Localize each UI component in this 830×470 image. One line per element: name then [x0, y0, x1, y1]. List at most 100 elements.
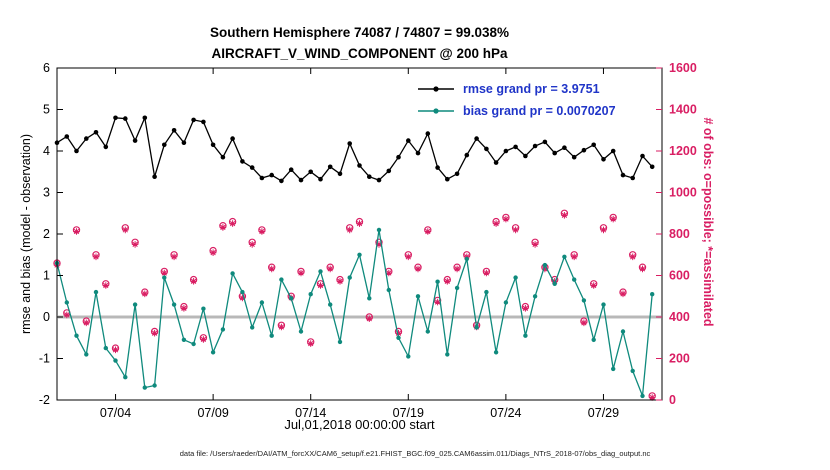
rmse-marker [64, 134, 70, 139]
rmse-line [56, 115, 653, 182]
bias-marker [396, 335, 401, 340]
rmse-marker [337, 171, 343, 177]
y-right-tick-label: 1600 [669, 61, 697, 75]
y-axis-label-left: rmse and bias (model - observation) [19, 133, 33, 335]
rmse-marker [454, 171, 460, 177]
bias-marker [552, 281, 557, 286]
assimilated-obs-marker [444, 278, 451, 285]
assimilated-obs-marker [512, 226, 519, 234]
rmse-marker [640, 153, 645, 159]
assimilated-obs-marker [63, 311, 71, 319]
rmse-marker [298, 177, 304, 183]
bias-marker [630, 368, 635, 374]
assimilated-obs-marker [307, 340, 314, 347]
bias-marker [347, 275, 352, 280]
assimilated-obs-marker [551, 278, 558, 285]
rmse-marker [327, 164, 333, 170]
legend: rmse grand pr = 3.9751 bias grand pr = 0… [417, 78, 616, 122]
x-tick-label: 07/19 [393, 406, 424, 420]
bias-marker [572, 277, 577, 282]
rmse-marker [84, 136, 89, 141]
bias-marker [93, 289, 99, 295]
y-left-tick-label: 5 [43, 103, 50, 117]
bias-marker [259, 300, 265, 305]
bias-marker [308, 292, 313, 297]
rmse-marker [93, 130, 99, 135]
rmse-marker [191, 117, 196, 123]
bias-marker [386, 287, 391, 293]
assimilated-obs-marker [83, 319, 90, 327]
bias-marker [640, 393, 645, 399]
rmse-marker [406, 138, 411, 143]
rmse-marker [484, 146, 489, 152]
bias-marker [298, 329, 304, 334]
assimilated-obs-marker [648, 394, 656, 401]
rmse-marker [571, 154, 577, 160]
y-right-tick-label: 1200 [669, 144, 697, 158]
rmse-marker [474, 136, 479, 141]
rmse-marker [230, 136, 235, 141]
bias-marker [611, 366, 616, 372]
y-right-tick-label: 800 [669, 227, 690, 241]
rmse-marker [601, 157, 606, 162]
rmse-marker [591, 142, 596, 148]
rmse-marker [542, 139, 548, 145]
bias-legend-label: bias grand pr = 0.0070207 [463, 104, 616, 118]
assimilated-obs-marker [180, 305, 188, 312]
bias-marker [230, 271, 235, 276]
assimilated-obs-marker [209, 249, 217, 256]
assimilated-obs-marker [590, 282, 597, 289]
assimilated-obs-marker [161, 269, 168, 277]
x-axis-label: Jul,01,2018 00:00:00 start [284, 417, 435, 432]
rmse-marker [132, 138, 138, 143]
assimilated-obs-marker [502, 215, 510, 223]
y-left-tick-label: 3 [43, 186, 50, 200]
bias-marker [240, 289, 245, 295]
x-tick-label: 07/09 [197, 406, 228, 420]
sample-bias-svg [418, 108, 454, 114]
rmse-marker [396, 154, 401, 160]
assimilated-obs-marker [639, 265, 646, 273]
rmse-marker [269, 172, 275, 178]
x-tick-label: 07/14 [295, 406, 326, 420]
assimilated-obs-marker [414, 265, 422, 273]
bias-marker [84, 352, 89, 357]
bias-marker [171, 302, 177, 307]
rmse-marker [445, 176, 450, 182]
rmse-marker [201, 119, 206, 125]
bias-marker [181, 337, 187, 342]
rmse-marker [347, 141, 353, 146]
assimilated-obs-marker [268, 265, 275, 273]
rmse-marker [171, 128, 177, 133]
assimilated-obs-marker [112, 346, 119, 354]
assimilated-obs-marker [73, 228, 80, 235]
rmse-legend-label: rmse grand pr = 3.9751 [463, 82, 600, 96]
y-right-tick-label: 600 [669, 269, 690, 283]
sample-rmse-svg [418, 86, 454, 92]
y-left-tick-label: 0 [43, 310, 50, 324]
assimilated-obs-marker [522, 305, 529, 312]
rmse-marker [523, 153, 528, 159]
bias-marker [376, 227, 382, 233]
assimilated-obs-marker [434, 298, 441, 306]
assimilated-obs-marker [200, 336, 207, 343]
y-left-tick-label: -2 [39, 393, 50, 407]
assimilated-obs-marker [492, 220, 500, 227]
assimilated-obs-marker [561, 212, 568, 219]
bias-marker [435, 279, 440, 284]
bias-marker [123, 375, 128, 380]
bias-marker [650, 292, 655, 297]
bias-marker [142, 385, 147, 390]
bias-marker [581, 298, 587, 303]
bias-marker [454, 285, 460, 291]
rmse-marker [123, 116, 128, 121]
bias-marker [406, 354, 411, 359]
assimilated-obs-marker [326, 265, 334, 273]
bias-marker [289, 296, 294, 301]
bias-marker [103, 345, 109, 351]
rmse-marker [464, 152, 470, 158]
assimilated-obs-marker [336, 278, 344, 285]
rmse-marker [308, 169, 314, 175]
assimilated-obs-marker [570, 253, 578, 261]
